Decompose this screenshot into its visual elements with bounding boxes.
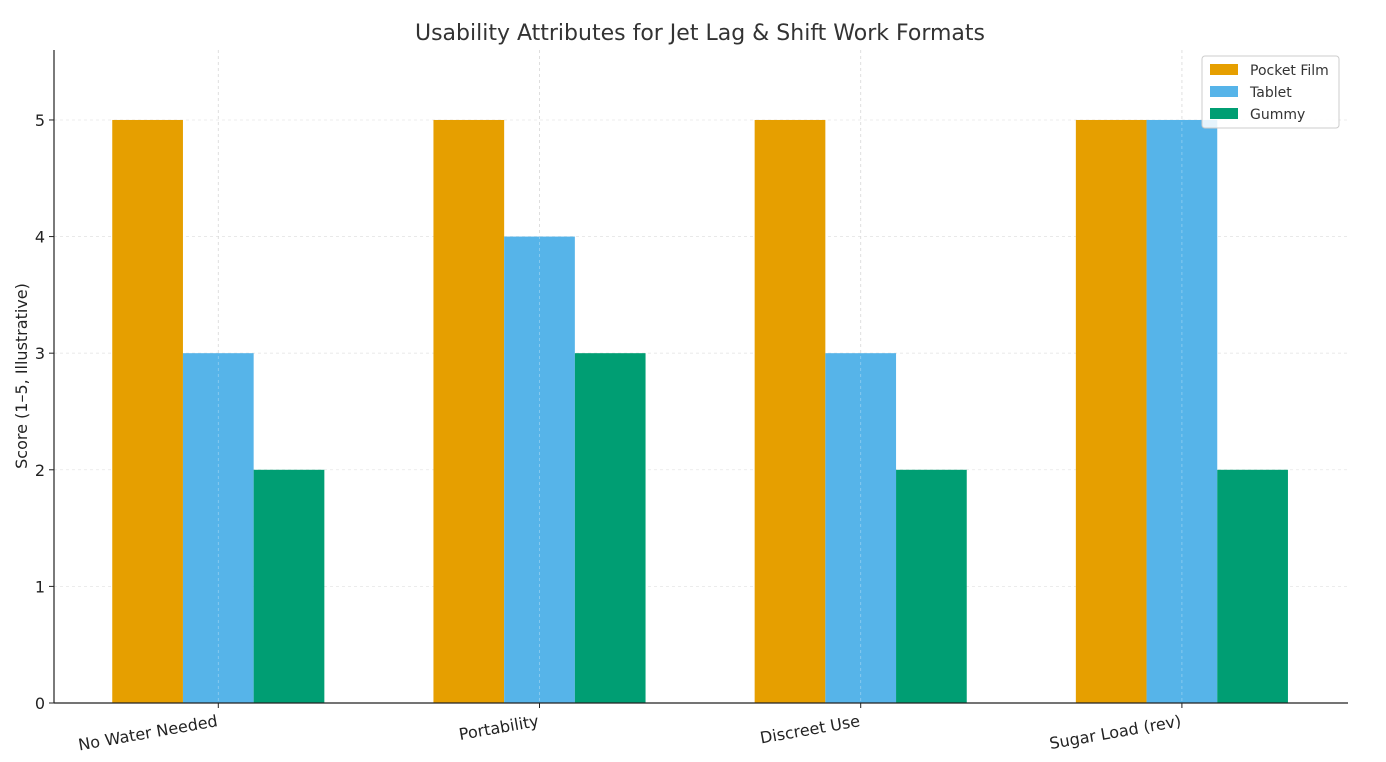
x-tick-label: Discreet Use xyxy=(759,711,862,747)
bars xyxy=(112,50,1288,704)
bar-tablet xyxy=(1146,119,1218,703)
bar-gummy xyxy=(896,469,967,703)
bar-gummy xyxy=(1217,469,1288,703)
y-tick-label: 3 xyxy=(35,344,45,363)
legend-swatch xyxy=(1210,86,1238,97)
bar-pocket-film xyxy=(1075,119,1147,703)
x-tick-label: No Water Needed xyxy=(77,711,219,754)
x-ticks: No Water Needed Portability Discreet Use Su… xyxy=(77,703,1183,754)
bar-tablet xyxy=(825,353,897,703)
legend: Pocket Film Tablet Gummy xyxy=(1201,55,1340,129)
x-tick-label: Portability xyxy=(457,711,540,744)
bar-tablet xyxy=(504,236,575,704)
bar-tablet xyxy=(182,353,254,703)
legend-swatch xyxy=(1210,108,1238,119)
y-tick-label: 1 xyxy=(35,577,45,596)
bar-pocket-film xyxy=(754,119,826,703)
legend-label: Pocket Film xyxy=(1250,63,1329,79)
y-axis-label: Score (1–5, Illustrative) xyxy=(12,283,31,469)
axes xyxy=(53,50,1348,704)
bar-gummy xyxy=(253,469,325,703)
y-tick-label: 0 xyxy=(35,694,45,713)
y-ticks: 0 1 2 3 4 5 xyxy=(35,111,54,713)
legend-label: Gummy xyxy=(1250,107,1305,123)
bar-pocket-film xyxy=(433,119,505,703)
legend-swatch xyxy=(1210,64,1238,75)
x-tick-label: Sugar Load (rev) xyxy=(1048,711,1183,753)
y-tick-label: 5 xyxy=(35,111,45,130)
legend-label: Tablet xyxy=(1249,85,1292,101)
bar-gummy xyxy=(574,353,646,703)
y-tick-label: 4 xyxy=(35,228,45,247)
chart-title: Usability Attributes for Jet Lag & Shift… xyxy=(415,21,985,46)
bar-pocket-film xyxy=(112,119,183,703)
y-tick-label: 2 xyxy=(35,461,45,480)
